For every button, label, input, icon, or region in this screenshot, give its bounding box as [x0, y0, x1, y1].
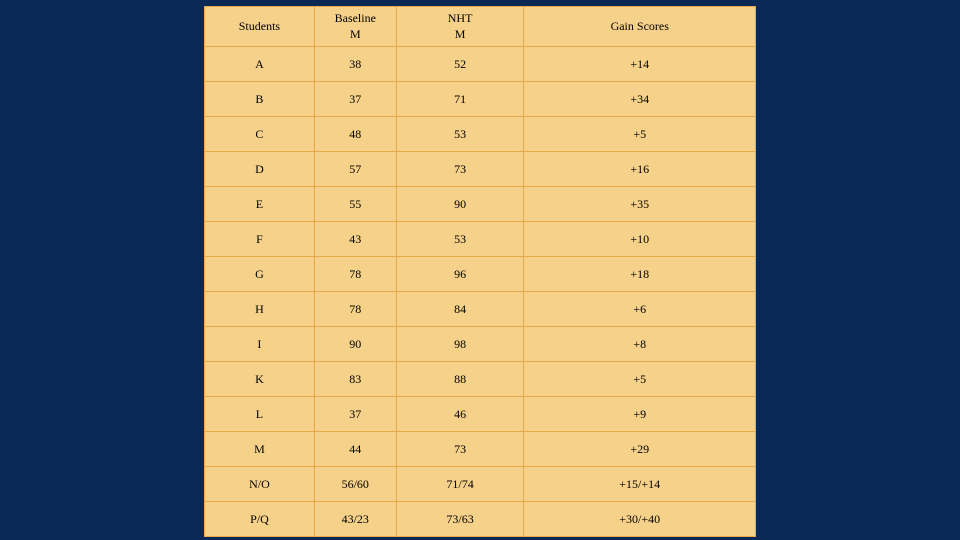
header-nht: NHTM [396, 7, 524, 47]
cell-baseline: 43/23 [314, 502, 396, 537]
cell-students: H [205, 292, 315, 327]
cell-nht: 71 [396, 82, 524, 117]
cell-baseline: 43 [314, 222, 396, 257]
cell-students: E [205, 187, 315, 222]
cell-gain: +16 [524, 152, 756, 187]
cell-baseline: 44 [314, 432, 396, 467]
cell-nht: 73/63 [396, 502, 524, 537]
cell-students: I [205, 327, 315, 362]
cell-baseline: 38 [314, 47, 396, 82]
cell-students: B [205, 82, 315, 117]
cell-baseline: 78 [314, 292, 396, 327]
cell-gain: +9 [524, 397, 756, 432]
table-row: G7896+18 [205, 257, 756, 292]
header-students: Students [205, 7, 315, 47]
table-row: F4353+10 [205, 222, 756, 257]
cell-nht: 96 [396, 257, 524, 292]
cell-students: A [205, 47, 315, 82]
table-row: K8388+5 [205, 362, 756, 397]
cell-baseline: 48 [314, 117, 396, 152]
cell-gain: +10 [524, 222, 756, 257]
cell-nht: 88 [396, 362, 524, 397]
scores-table-container: Students BaselineM NHTM Gain Scores A385… [204, 6, 756, 537]
cell-gain: +5 [524, 362, 756, 397]
table-row: P/Q43/2373/63+30/+40 [205, 502, 756, 537]
table-row: I9098+8 [205, 327, 756, 362]
table-row: L3746+9 [205, 397, 756, 432]
cell-baseline: 37 [314, 82, 396, 117]
cell-nht: 52 [396, 47, 524, 82]
cell-gain: +35 [524, 187, 756, 222]
table-row: B3771+34 [205, 82, 756, 117]
cell-students: M [205, 432, 315, 467]
cell-nht: 53 [396, 117, 524, 152]
cell-students: P/Q [205, 502, 315, 537]
cell-gain: +6 [524, 292, 756, 327]
table-row: N/O56/6071/74+15/+14 [205, 467, 756, 502]
cell-students: G [205, 257, 315, 292]
table-row: A3852+14 [205, 47, 756, 82]
cell-baseline: 55 [314, 187, 396, 222]
cell-baseline: 56/60 [314, 467, 396, 502]
cell-students: K [205, 362, 315, 397]
cell-baseline: 57 [314, 152, 396, 187]
cell-nht: 73 [396, 152, 524, 187]
table-header-row: Students BaselineM NHTM Gain Scores [205, 7, 756, 47]
header-gain: Gain Scores [524, 7, 756, 47]
scores-table: Students BaselineM NHTM Gain Scores A385… [204, 6, 756, 537]
table-row: C4853+5 [205, 117, 756, 152]
cell-baseline: 83 [314, 362, 396, 397]
cell-gain: +8 [524, 327, 756, 362]
cell-nht: 53 [396, 222, 524, 257]
cell-gain: +14 [524, 47, 756, 82]
cell-nht: 90 [396, 187, 524, 222]
table-row: E5590+35 [205, 187, 756, 222]
cell-nht: 84 [396, 292, 524, 327]
cell-gain: +29 [524, 432, 756, 467]
cell-nht: 73 [396, 432, 524, 467]
cell-students: L [205, 397, 315, 432]
cell-gain: +15/+14 [524, 467, 756, 502]
table-body: A3852+14B3771+34C4853+5D5773+16E5590+35F… [205, 47, 756, 537]
cell-nht: 71/74 [396, 467, 524, 502]
table-row: M4473+29 [205, 432, 756, 467]
cell-gain: +34 [524, 82, 756, 117]
cell-students: F [205, 222, 315, 257]
cell-gain: +5 [524, 117, 756, 152]
cell-baseline: 37 [314, 397, 396, 432]
cell-baseline: 90 [314, 327, 396, 362]
cell-gain: +18 [524, 257, 756, 292]
cell-nht: 98 [396, 327, 524, 362]
cell-nht: 46 [396, 397, 524, 432]
header-baseline: BaselineM [314, 7, 396, 47]
cell-students: C [205, 117, 315, 152]
cell-baseline: 78 [314, 257, 396, 292]
cell-students: N/O [205, 467, 315, 502]
table-row: D5773+16 [205, 152, 756, 187]
cell-students: D [205, 152, 315, 187]
cell-gain: +30/+40 [524, 502, 756, 537]
table-row: H7884+6 [205, 292, 756, 327]
